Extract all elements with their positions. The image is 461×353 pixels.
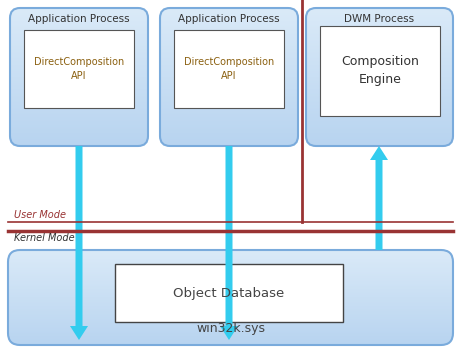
Text: Kernel Mode: Kernel Mode	[14, 233, 75, 243]
Text: Object Database: Object Database	[173, 287, 284, 299]
Bar	[115, 264, 343, 322]
Bar	[320, 26, 440, 116]
Text: Composition
Engine: Composition Engine	[341, 55, 419, 86]
FancyArrow shape	[370, 146, 388, 250]
FancyArrow shape	[220, 146, 238, 340]
Text: DWM Process: DWM Process	[344, 14, 414, 24]
FancyArrow shape	[70, 146, 88, 340]
Text: DirectComposition
API: DirectComposition API	[184, 57, 274, 81]
Text: DirectComposition
API: DirectComposition API	[34, 57, 124, 81]
Text: win32k.sys: win32k.sys	[196, 322, 265, 335]
Bar	[24, 30, 134, 108]
Text: User Mode: User Mode	[14, 210, 66, 220]
Bar	[174, 30, 284, 108]
Text: Application Process: Application Process	[178, 14, 280, 24]
Text: Application Process: Application Process	[28, 14, 130, 24]
